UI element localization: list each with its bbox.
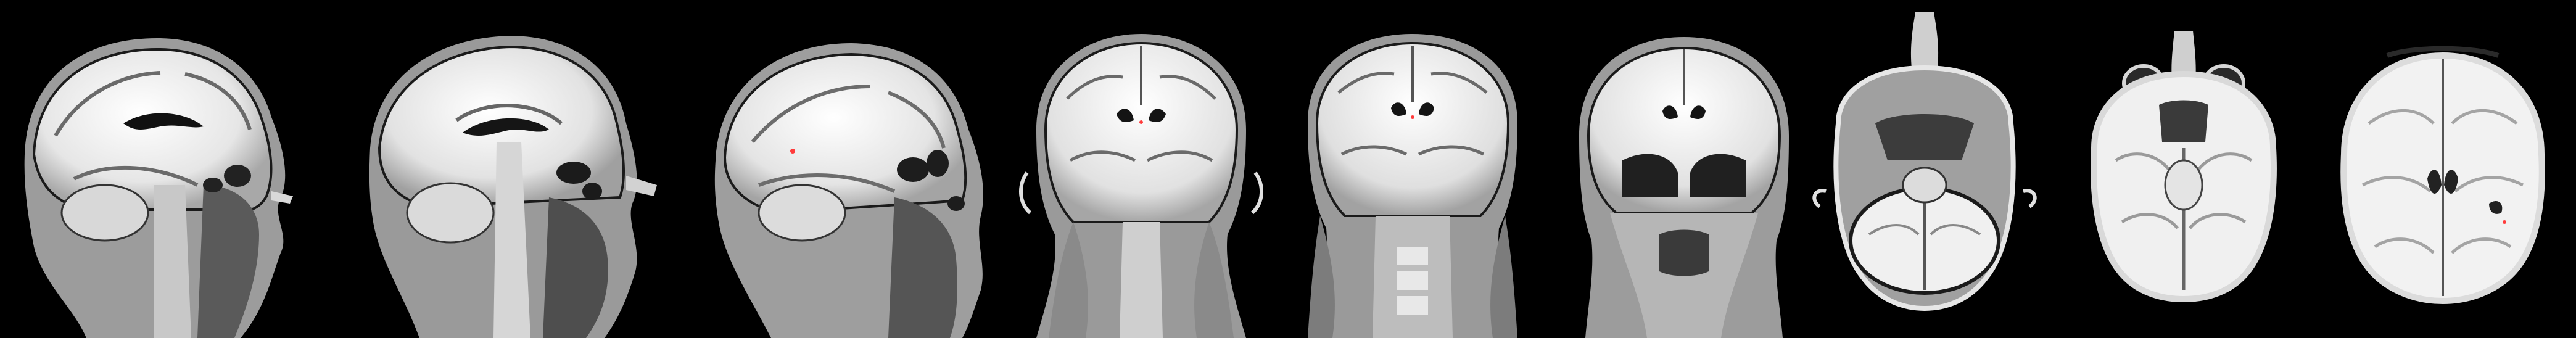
sagittal-slice-1-image xyxy=(24,38,293,338)
axial-slice-3 xyxy=(2319,0,2566,338)
axial-slice-3-image xyxy=(2340,46,2545,305)
coronal-slice-2 xyxy=(1283,0,1542,338)
sagittal-slice-1 xyxy=(0,0,308,338)
sagittal-slice-2-image xyxy=(369,36,657,338)
axial-slice-2-image xyxy=(2091,31,2277,303)
coronal-slice-2-image xyxy=(1308,34,1517,338)
coronal-slice-1-image xyxy=(1018,34,1264,338)
coronal-slice-1 xyxy=(1012,0,1271,338)
sagittal-slice-3 xyxy=(691,0,1012,338)
coronal-slice-3-image xyxy=(1579,37,1789,338)
sagittal-slice-3-image xyxy=(714,43,983,338)
coronal-slice-3 xyxy=(1554,0,1814,338)
sagittal-slice-2 xyxy=(345,0,666,338)
axial-slice-1-image xyxy=(1812,12,2037,311)
axial-slice-2 xyxy=(2060,0,2307,338)
axial-slice-1 xyxy=(1801,0,2048,338)
